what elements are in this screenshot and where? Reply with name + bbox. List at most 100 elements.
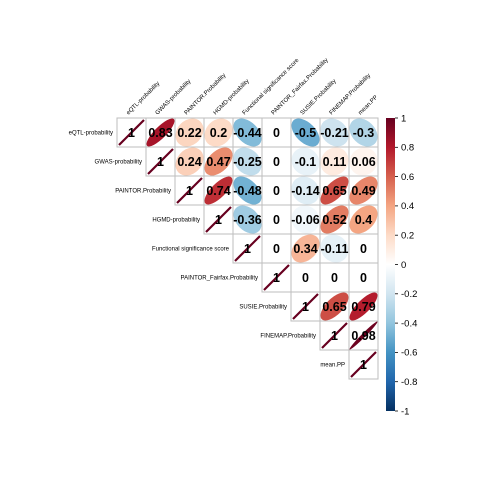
- correlation-ellipse: [320, 234, 349, 263]
- correlation-ellipse: [349, 321, 378, 350]
- row-label-finemap-probability: FINEMAP.Probability: [260, 334, 316, 340]
- matrix-cell: 0.11: [319, 146, 350, 177]
- correlation-ellipse: [263, 264, 290, 291]
- matrix-cell: 0.83: [145, 117, 176, 148]
- correlation-ellipse: [291, 176, 320, 205]
- correlation-value: 0: [273, 155, 280, 169]
- correlation-value: -0.14: [291, 184, 320, 198]
- colorbar-tick-label: 0: [401, 260, 406, 271]
- cell-border: [319, 262, 350, 293]
- matrix-cell: 1: [261, 262, 292, 293]
- correlation-ellipse: [349, 147, 378, 176]
- column-labels: eQTL-probabilityGWAS-probabilityPAINTOR.…: [126, 57, 380, 116]
- correlation-value: 0.24: [177, 155, 201, 169]
- matrix-cell: 0.79: [348, 291, 379, 322]
- correlation-value: 0: [273, 126, 280, 140]
- correlation-value: -0.5: [295, 126, 317, 140]
- matrix-cell: 1: [232, 233, 263, 264]
- correlation-value: 1: [331, 329, 338, 343]
- matrix-cell: -0.44: [232, 117, 263, 148]
- correlation-value: 0: [273, 242, 280, 256]
- colorbar-tick-label: 0.2: [401, 231, 414, 242]
- correlation-value: 0.47: [206, 155, 230, 169]
- matrix-cell: 1: [290, 291, 321, 322]
- matrix-cell: 0: [261, 204, 292, 235]
- correlation-value: 0.11: [323, 155, 347, 169]
- matrix-cell: 1: [203, 204, 234, 235]
- matrix-cell: 0.65: [319, 175, 350, 206]
- colorbar-tick-label: -0.8: [401, 377, 417, 388]
- correlation-value: -0.1: [295, 155, 317, 169]
- correlation-ellipse: [175, 147, 204, 176]
- correlation-ellipse: [175, 118, 204, 147]
- correlation-value: -0.36: [233, 213, 262, 227]
- matrix-cell: 1: [174, 175, 205, 206]
- cell-border: [261, 233, 292, 264]
- correlation-value: 0.2: [210, 126, 227, 140]
- row-label-mean-pp: mean.PP: [320, 363, 345, 369]
- cell-border: [348, 233, 379, 264]
- correlation-value: -0.06: [291, 213, 320, 227]
- colorbar-tick-label: -0.4: [401, 318, 417, 329]
- matrix-cell: 0: [348, 262, 379, 293]
- correlation-value: 0: [331, 271, 338, 285]
- matrix-cell: 0.74: [203, 175, 234, 206]
- correlation-value: 1: [273, 271, 280, 285]
- matrix-cell: -0.3: [348, 117, 379, 148]
- correlation-value: 0.06: [351, 155, 375, 169]
- correlation-value: 0.83: [148, 126, 172, 140]
- matrix-cell: 0.24: [174, 146, 205, 177]
- correlation-ellipse: [291, 205, 320, 234]
- correlation-value: -0.48: [233, 184, 262, 198]
- correlation-ellipse: [321, 322, 348, 349]
- correlation-value: 0: [360, 242, 367, 256]
- correlation-ellipse: [204, 147, 233, 176]
- correlation-ellipse: [292, 293, 319, 320]
- correlation-ellipse: [349, 292, 378, 321]
- correlation-value: 0.79: [351, 300, 375, 314]
- correlation-value: -0.11: [321, 242, 349, 256]
- correlation-value: 0: [360, 271, 367, 285]
- row-labels: eQTL-probability GWAS-probability PAINTOR.…: [69, 131, 345, 369]
- matrix-cell: 0.49: [348, 175, 379, 206]
- correlation-value: 1: [244, 242, 251, 256]
- column-label-mean-pp: mean.PP: [358, 95, 380, 117]
- correlation-value: -0.3: [353, 126, 375, 140]
- correlation-value: 0: [302, 271, 309, 285]
- matrix-cell: -0.14: [290, 175, 321, 206]
- correlation-value: 0.22: [177, 126, 201, 140]
- column-label-functional-significance-score: Functional significance score: [242, 57, 301, 116]
- correlation-ellipse: [291, 118, 320, 147]
- correlation-value: 0: [273, 184, 280, 198]
- correlation-ellipse: [291, 234, 320, 263]
- correlation-ellipse: [204, 118, 233, 147]
- correlation-ellipse: [234, 235, 261, 262]
- row-label-eqtl-probability: eQTL-probability: [69, 131, 113, 137]
- matrix-cell: 0: [319, 262, 350, 293]
- row-label-paintor-fairfax-probability: PAINTOR_Fairfax.Probability: [181, 276, 258, 282]
- correlation-ellipse: [233, 147, 262, 176]
- matrix-cell: 0.98: [348, 320, 379, 351]
- colorbar-gradient: [386, 118, 395, 411]
- matrix-cell: -0.5: [290, 117, 321, 148]
- correlation-ellipse: [349, 118, 378, 147]
- colorbar-tick-label: -0.2: [401, 289, 417, 300]
- matrix-cell: 0: [290, 262, 321, 293]
- correlation-value: 0.4: [355, 213, 372, 227]
- correlation-ellipse: [233, 118, 262, 147]
- correlation-ellipse: [350, 351, 377, 378]
- correlation-ellipse: [118, 119, 145, 146]
- row-label-gwas-probability: GWAS-probability: [95, 160, 142, 166]
- colorbar-tick-label: 0.6: [401, 172, 414, 183]
- correlation-ellipse: [233, 205, 262, 234]
- correlation-value: 0.65: [322, 184, 346, 198]
- matrix-cell: -0.06: [290, 204, 321, 235]
- correlation-value: 1: [128, 126, 135, 140]
- row-label-functional-significance-score: Functional significance score: [152, 247, 230, 253]
- matrix-cell: -0.48: [232, 175, 263, 206]
- correlation-value: 1: [302, 300, 309, 314]
- correlation-ellipse: [146, 118, 175, 147]
- correlation-value: 0.52: [322, 213, 346, 227]
- correlation-value: 1: [186, 184, 193, 198]
